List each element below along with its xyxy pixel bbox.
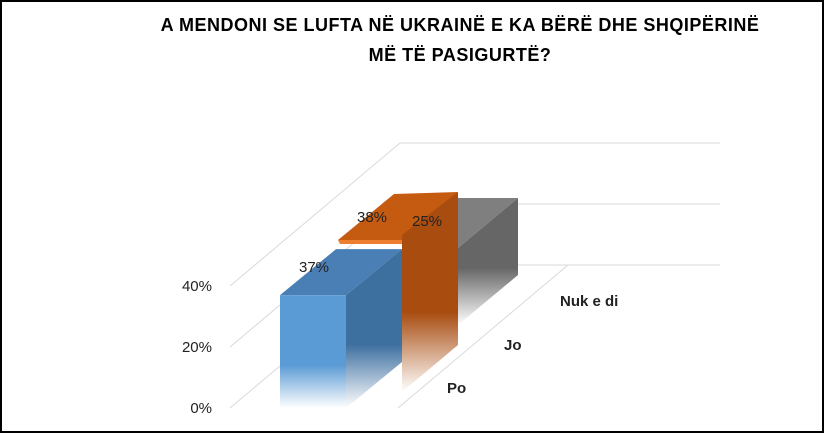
bar-top-po — [280, 249, 402, 296]
y-tick-label: 20% — [182, 339, 212, 356]
chart-labels: 0% 20% 40% 37% 38% 25% Po Jo Nuk e di — [182, 209, 618, 417]
y-tick-label: 0% — [190, 400, 212, 417]
category-label-nuk-e-di: Nuk e di — [560, 293, 618, 310]
gridline-2 — [229, 142, 720, 287]
bar-top-jo — [338, 192, 458, 240]
bar-side-jo — [402, 192, 458, 392]
bar-side-nuk — [458, 198, 518, 325]
bars — [280, 192, 518, 408]
category-label-po: Po — [447, 380, 466, 397]
data-label-nuk-e-di: 25% — [412, 213, 442, 230]
category-label-jo: Jo — [504, 337, 522, 354]
floor-line-1 — [397, 264, 569, 409]
data-label-jo: 38% — [357, 209, 387, 226]
chart-title-line-2: MË TË PASIGURTË? — [368, 45, 552, 65]
y-tick-label: 40% — [182, 278, 212, 295]
bar-top-edge-jo — [338, 240, 404, 244]
chart-title: A MENDONI SE LUFTA NË UKRAINË E KA BËRË … — [100, 10, 820, 70]
data-label-po: 37% — [299, 259, 329, 276]
bar-front-po — [280, 295, 346, 408]
bar-side-po — [346, 249, 402, 408]
chart-title-line-1: A MENDONI SE LUFTA NË UKRAINË E KA BËRË … — [160, 15, 760, 35]
